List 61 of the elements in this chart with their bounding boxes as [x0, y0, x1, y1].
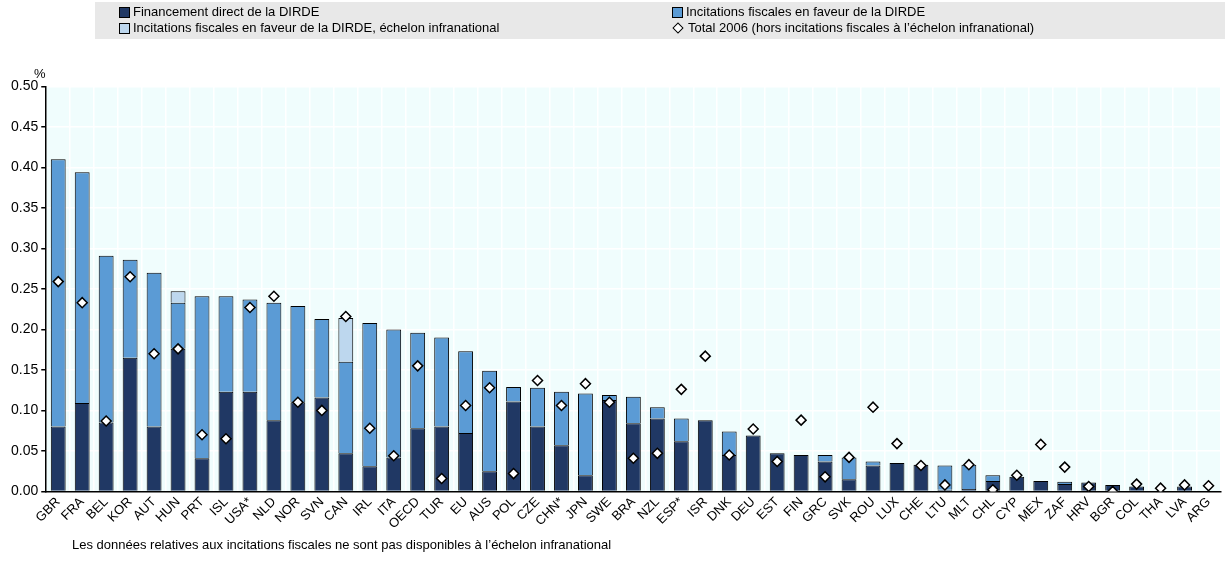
point: [1035, 438, 1047, 451]
point: [364, 422, 376, 434]
point: [220, 433, 232, 445]
point: [387, 450, 400, 462]
y-tick-label: 0.05: [11, 441, 39, 458]
point: [507, 467, 520, 480]
text: Les données relatives aux incitations fiscales ne sont pas disponibles à l’échelon infranational: [72, 537, 612, 552]
point: [1011, 469, 1023, 481]
point: [603, 396, 616, 409]
point: [268, 290, 280, 302]
point: [915, 459, 927, 472]
point: [723, 449, 735, 461]
point: [1130, 478, 1143, 490]
y-tick-label: 0.40: [11, 158, 39, 175]
y-tick-label: 0.35: [11, 198, 39, 215]
point: [76, 296, 88, 309]
point: [1202, 479, 1215, 492]
legend-label: Financement direct de la DIRDE: [133, 4, 320, 20]
legend-label: Incitations fiscales en faveur de la DIRDE, échelon infranational: [133, 20, 500, 36]
point: [675, 383, 688, 396]
point: [747, 423, 759, 435]
legend-label: Total 2006 (hors incitations fiscales à l’échelon infranational): [688, 20, 1035, 36]
y-tick-label: 0.00: [11, 482, 39, 499]
point: [795, 414, 807, 426]
point: [148, 347, 160, 360]
point: [483, 381, 496, 394]
point: [843, 451, 855, 464]
point: [651, 447, 664, 460]
point: [1058, 461, 1071, 473]
y-tick-label: 0.30: [11, 239, 39, 256]
point: [435, 472, 448, 485]
point: [1154, 482, 1167, 492]
point: [292, 396, 304, 409]
point: [100, 415, 112, 427]
point: [891, 437, 903, 450]
point: [699, 350, 712, 362]
point: [627, 452, 640, 464]
point: [771, 455, 783, 468]
point: [196, 428, 208, 441]
y-tick-label: 0.20: [11, 320, 39, 337]
y-tick-label: 0.45: [11, 117, 39, 134]
y-tick-label: 0.15: [11, 360, 39, 377]
point: [963, 458, 975, 471]
point: [124, 271, 136, 283]
point: [459, 399, 472, 412]
point: [316, 404, 328, 417]
point: [244, 301, 256, 314]
point: [867, 401, 879, 413]
point: [531, 374, 544, 387]
point: [172, 343, 184, 355]
point: [340, 310, 352, 323]
point: [579, 377, 592, 390]
point: [411, 360, 424, 372]
x-tick-label: IRL: [349, 493, 375, 519]
legend-label: Incitations fiscales en faveur de la DIRDE: [686, 4, 926, 20]
y-tick-label: 0.10: [11, 401, 39, 418]
point: [1178, 479, 1191, 491]
point: [52, 275, 64, 288]
point: [939, 479, 951, 491]
y-tick-label: 0.25: [11, 279, 39, 296]
point: [555, 399, 568, 412]
